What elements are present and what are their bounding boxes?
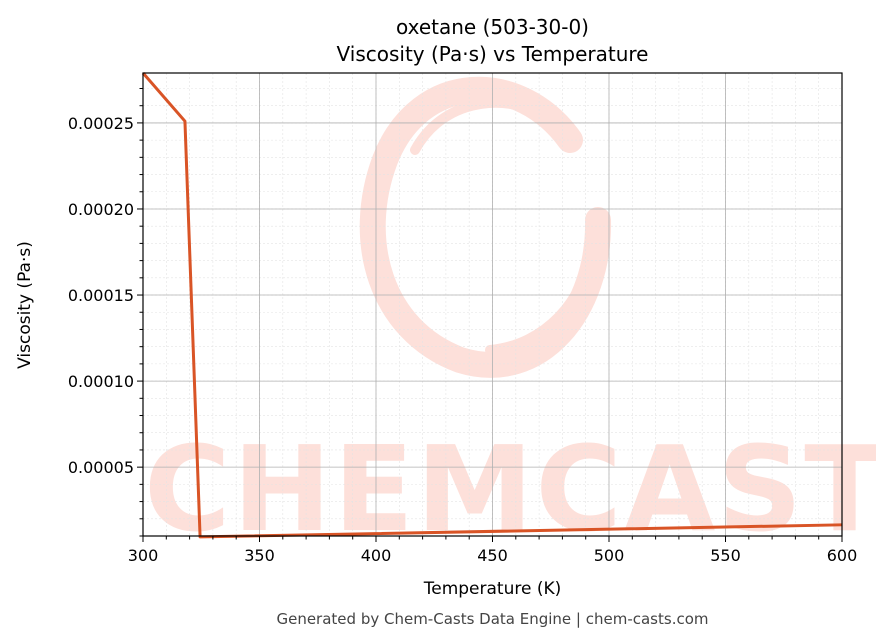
y-tick-label: 0.00015 xyxy=(68,286,134,305)
x-tick-label: 350 xyxy=(244,546,275,565)
chart-subtitle: Viscosity (Pa·s) vs Temperature xyxy=(337,42,649,66)
y-tick-label: 0.00010 xyxy=(68,372,134,391)
viscosity-series-line xyxy=(141,72,843,539)
x-tick-label: 600 xyxy=(827,546,858,565)
watermark-swirl xyxy=(359,76,612,378)
y-tick-label: 0.00020 xyxy=(68,200,134,219)
chart-title: oxetane (503-30-0) xyxy=(396,15,589,39)
watermark-logo: CHEMCASTS xyxy=(144,76,876,558)
x-tick-label: 400 xyxy=(361,546,392,565)
x-tick-label: 450 xyxy=(477,546,508,565)
x-tick-label: 550 xyxy=(710,546,741,565)
y-tick-label: 0.00005 xyxy=(68,458,134,477)
y-axis-label: Viscosity (Pa·s) xyxy=(15,241,35,369)
axis-ticks: 300 350 400 450 500 550 600 0.00005 0.00010 0.000… xyxy=(68,87,858,565)
x-axis-label: Temperature (K) xyxy=(423,579,562,599)
x-tick-label: 300 xyxy=(128,546,159,565)
x-tick-label: 500 xyxy=(594,546,625,565)
footer-credit: Generated by Chem-Casts Data Engine | ch… xyxy=(276,610,708,628)
y-tick-label: 0.00025 xyxy=(68,114,134,133)
grid xyxy=(142,73,843,537)
